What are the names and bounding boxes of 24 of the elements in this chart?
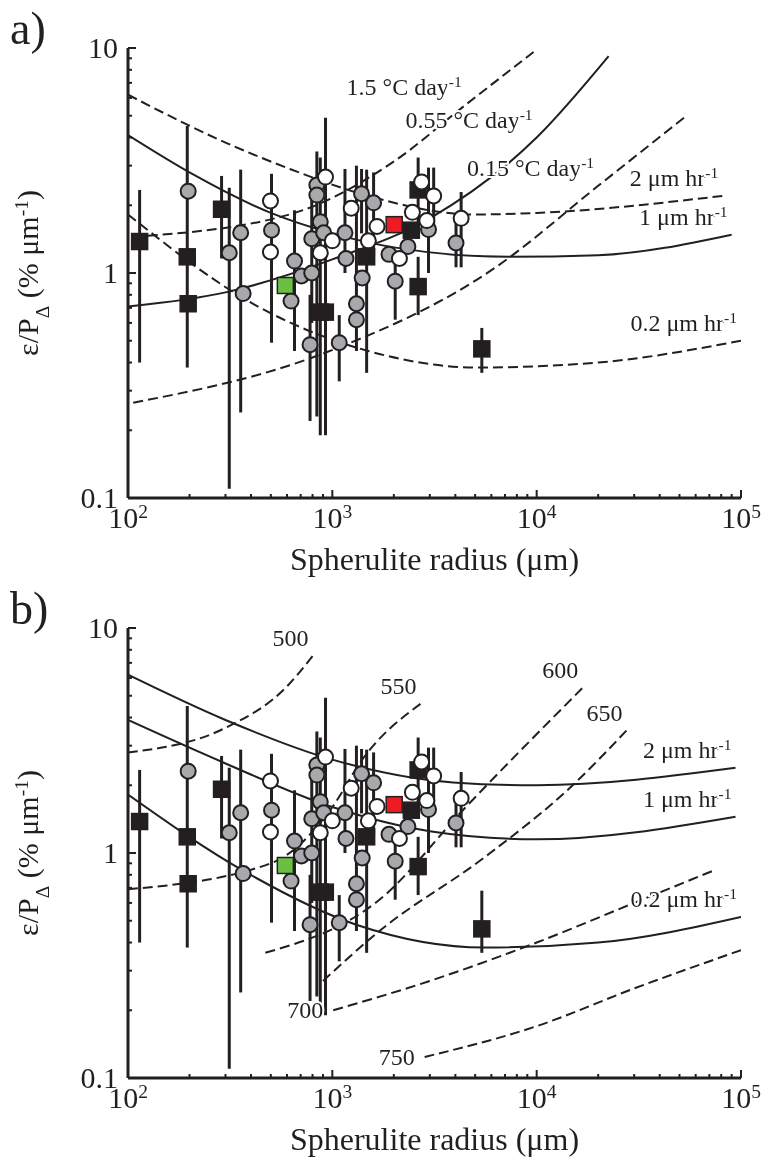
annotation: 700: [287, 997, 324, 1024]
annotation: 1 μm hr$^{-1}$: [642, 784, 732, 812]
x-tick-label: 10$^{4}$: [516, 1080, 557, 1114]
x-tick-label: 10$^{5}$: [721, 1080, 761, 1114]
annotation: 2 μm hr$^{-1}$: [642, 735, 732, 763]
annotation: 1.5 °C day$^{-1}$: [346, 72, 462, 100]
annotation: 0.55 °C day$^{-1}$: [405, 105, 533, 133]
x-axis-title: Spherulite radius (μm): [289, 1121, 580, 1157]
annotation: 600: [542, 657, 579, 684]
chart-title: b): [10, 582, 49, 635]
x-axis-title: Spherulite radius (μm): [289, 541, 580, 577]
annotation: 500: [272, 625, 309, 652]
y-tick-label: 10: [88, 31, 118, 64]
x-tick-label: 10$^{3}$: [312, 500, 353, 534]
annotation: 650: [586, 699, 623, 726]
y-tick-label: 1: [103, 256, 118, 289]
y-tick-label: 1: [103, 836, 118, 869]
x-tick-label: 10$^{5}$: [721, 500, 761, 534]
y-tick-label: 10: [88, 611, 118, 644]
x-tick-label: 10$^{3}$: [312, 1080, 353, 1114]
annotation: 750: [378, 1043, 415, 1070]
chart-title: a): [10, 2, 46, 55]
annotation: 550: [380, 672, 417, 699]
x-tick-label: 10$^{4}$: [516, 500, 557, 534]
